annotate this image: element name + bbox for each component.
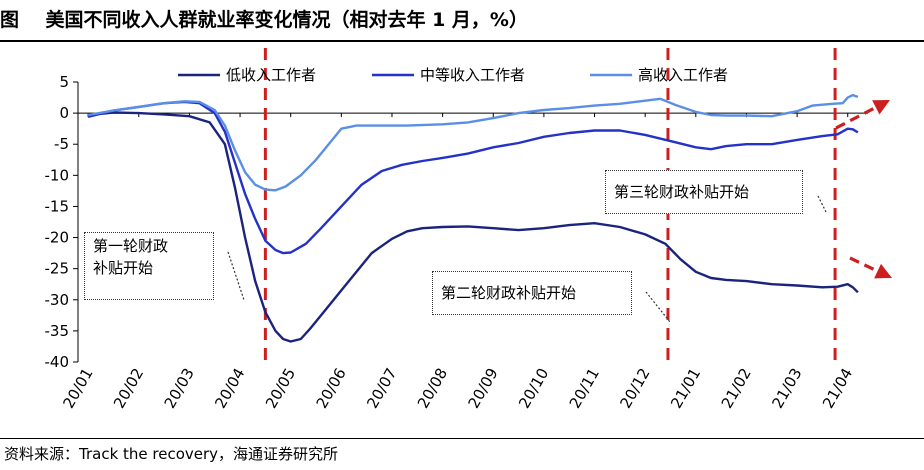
x-tick-label: 20/12	[616, 365, 653, 411]
x-tick-label: 20/02	[110, 365, 147, 411]
y-tick-label: -25	[45, 260, 70, 278]
annotation-line: 第三轮财政补贴开始	[614, 183, 750, 201]
y-tick-label: -30	[45, 291, 70, 309]
trend-arrow-head	[872, 100, 890, 115]
x-tick-label: 20/08	[414, 365, 451, 411]
legend-label: 高收入工作者	[638, 66, 728, 84]
legend-label: 低收入工作者	[226, 66, 316, 84]
annotation-pointer	[645, 291, 671, 323]
trend-arrow-head	[874, 263, 892, 279]
annotation-line: 补贴开始	[93, 259, 154, 277]
chart-title: 图 美国不同收入人群就业率变化情况（相对去年 1 月，%）	[0, 9, 528, 31]
x-tick-label: 21/04	[819, 365, 856, 411]
source-divider	[0, 438, 924, 439]
annotation-pointer	[817, 195, 827, 213]
x-tick-label: 20/09	[465, 365, 502, 411]
y-tick-label: -40	[45, 353, 70, 371]
series-line-2	[87, 100, 859, 255]
y-tick-label: -15	[45, 197, 70, 215]
x-tick-label: 21/03	[768, 365, 805, 411]
y-tick-label: -20	[45, 229, 70, 247]
x-tick-label: 20/05	[262, 365, 299, 411]
x-tick-label: 20/01	[59, 365, 96, 411]
y-tick-label: 0	[59, 104, 69, 122]
y-tick-label: -10	[45, 166, 70, 184]
x-tick-label: 20/07	[363, 365, 400, 411]
x-tick-label: 20/06	[313, 365, 350, 411]
y-tick-label: -35	[45, 322, 70, 340]
x-tick-label: 21/02	[718, 365, 755, 411]
x-tick-label: 20/11	[566, 365, 603, 411]
y-tick-label: 5	[59, 73, 69, 91]
title-divider	[0, 40, 924, 42]
x-tick-label: 20/04	[211, 365, 248, 411]
annotation-pointer	[227, 251, 245, 301]
source-note: 资料来源：Track the recovery，海通证券研究所	[4, 445, 339, 463]
x-tick-label: 20/03	[161, 365, 198, 411]
series-line-1	[87, 111, 859, 343]
x-tick-label: 20/10	[515, 365, 552, 411]
series-line-3	[87, 93, 859, 192]
annotation-line: 第一轮财政	[93, 237, 169, 255]
annotation-line: 第二轮财政补贴开始	[441, 284, 577, 302]
legend-label: 中等收入工作者	[420, 66, 525, 84]
x-tick-label: 21/01	[667, 365, 704, 411]
annotation-second-subsidy: 第二轮财政补贴开始	[432, 271, 632, 315]
annotation-first-subsidy: 第一轮财政 补贴开始	[84, 232, 214, 300]
y-tick-label: -5	[54, 135, 69, 153]
annotation-third-subsidy: 第三轮财政补贴开始	[605, 170, 803, 214]
